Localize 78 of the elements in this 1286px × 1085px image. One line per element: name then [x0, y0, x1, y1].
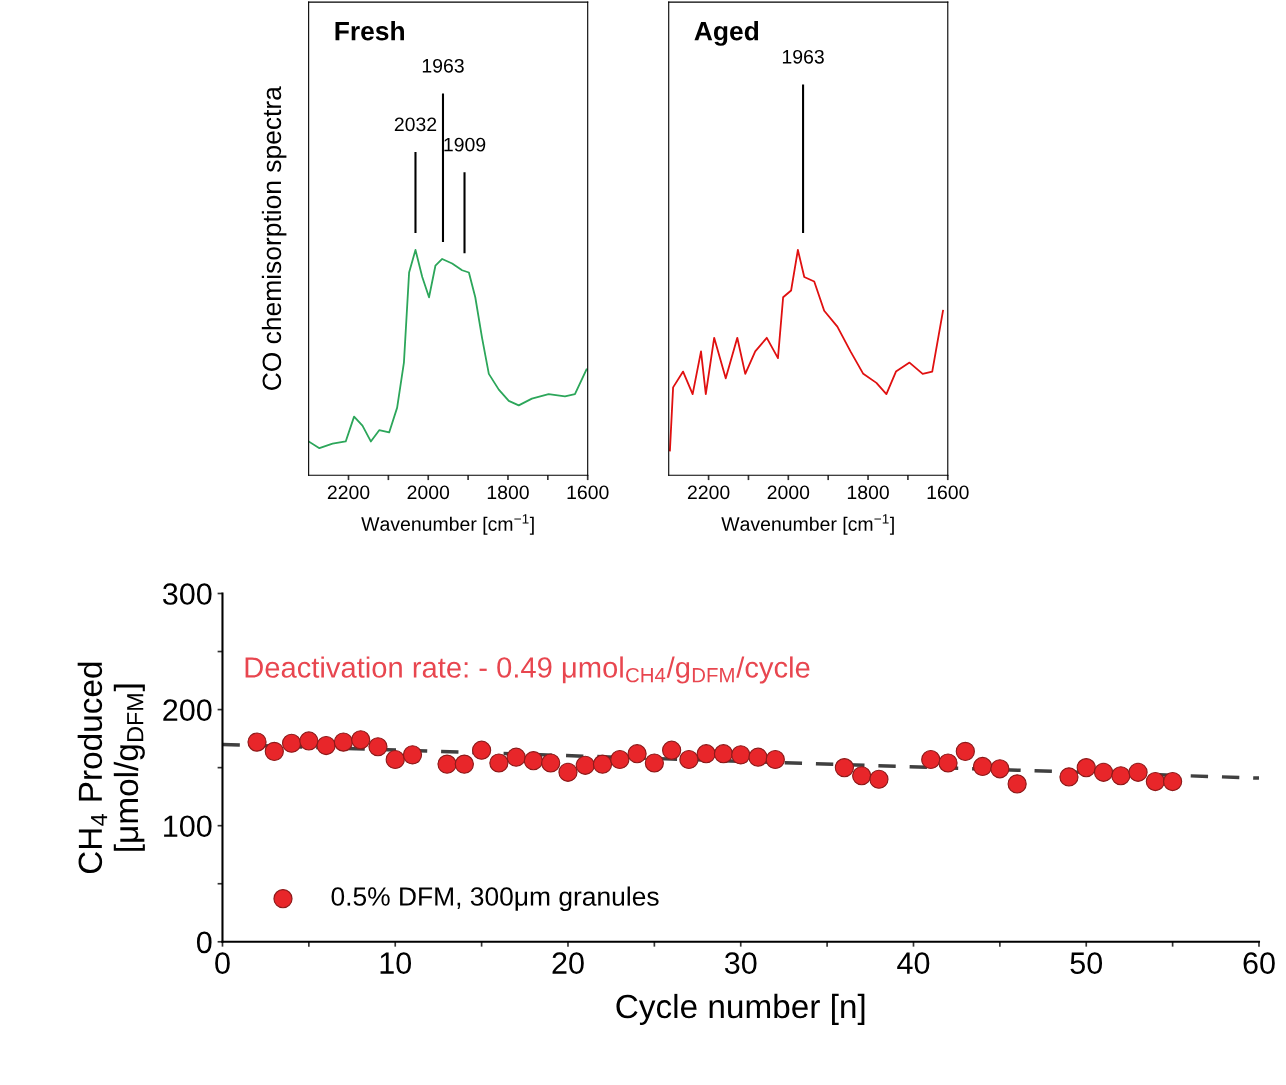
x-tick-label: 1800 — [487, 485, 529, 500]
point — [471, 740, 492, 760]
point — [627, 744, 647, 764]
point — [869, 769, 889, 789]
x-tick-label: 2200 — [687, 485, 730, 500]
point — [852, 766, 872, 786]
annotation: Deactivation rate: - 0.49 μmol$_{CH4}$/g$_{DFM}$/cycle — [245, 656, 810, 684]
ref-line-label: 2032 — [394, 117, 437, 132]
x-tick-label: 50 — [1070, 952, 1103, 974]
point — [662, 740, 682, 760]
point — [1093, 762, 1114, 782]
x-tick-label: 40 — [897, 952, 930, 974]
chart-title: Fresh — [335, 21, 404, 41]
point — [696, 744, 716, 764]
point — [1059, 767, 1079, 787]
x-axis-title: Wavenumber [cm$^{−1}$] — [721, 514, 894, 535]
point — [541, 753, 561, 773]
point — [1111, 766, 1131, 786]
point — [558, 762, 578, 782]
y-tick-label: 200 — [163, 699, 212, 721]
point — [834, 758, 854, 778]
point — [264, 741, 284, 761]
point — [281, 733, 302, 753]
ref-line-label: 1909 — [444, 137, 486, 152]
x-tick-label: 60 — [1243, 952, 1275, 974]
point — [972, 756, 993, 777]
x-tick-label: 2000 — [407, 485, 450, 500]
x-tick-label: 1800 — [847, 485, 889, 500]
y-axis-title: CO chemisorption spectra — [261, 86, 287, 390]
point — [990, 759, 1010, 779]
point — [1145, 771, 1165, 792]
point — [592, 754, 613, 774]
point — [299, 731, 319, 751]
point — [351, 730, 371, 750]
point — [1007, 774, 1027, 794]
y-tick-label: 100 — [164, 815, 212, 838]
point — [731, 745, 751, 765]
point — [506, 747, 526, 767]
y-tick-label: 300 — [162, 583, 212, 605]
legend-label: 0.5% DFM, 300μm granules — [331, 886, 659, 912]
point — [489, 753, 509, 773]
point — [644, 753, 664, 773]
x-axis-title: Wavenumber [cm$^{−1}$] — [361, 514, 534, 535]
point — [1163, 771, 1183, 792]
point — [1128, 762, 1148, 782]
point — [368, 737, 388, 757]
x-tick-label: 0 — [215, 952, 230, 974]
point — [247, 732, 267, 752]
x-tick-label: 20 — [552, 952, 584, 974]
point — [713, 744, 734, 764]
x-tick-label: 1600 — [927, 485, 969, 500]
point — [748, 747, 768, 767]
y-tick-label: 0 — [196, 931, 212, 954]
point — [316, 735, 336, 756]
x-axis-title: Cycle number [n] — [616, 993, 865, 1025]
point — [454, 754, 474, 774]
ref-line-label: 1963 — [782, 49, 824, 64]
point — [333, 732, 354, 752]
x-tick-label: 1600 — [567, 485, 609, 500]
point — [1076, 758, 1096, 778]
point — [402, 745, 423, 765]
point — [610, 749, 630, 770]
point — [385, 749, 405, 770]
y-axis-title: CH$_{4}$ Produced [μmol/g$_{DFM}$] — [77, 662, 145, 874]
ref-line-label: 1963 — [422, 58, 464, 73]
point — [765, 749, 785, 770]
point — [437, 754, 457, 774]
point — [921, 749, 941, 770]
chart-title: Aged — [694, 21, 759, 46]
x-tick-label: 30 — [724, 952, 757, 974]
point — [575, 755, 595, 775]
x-tick-label: 2200 — [327, 485, 370, 500]
point — [523, 751, 544, 771]
point — [679, 749, 699, 770]
point — [955, 741, 975, 761]
x-tick-label: 2000 — [767, 485, 810, 500]
x-tick-label: 10 — [380, 952, 412, 974]
point — [938, 753, 958, 773]
